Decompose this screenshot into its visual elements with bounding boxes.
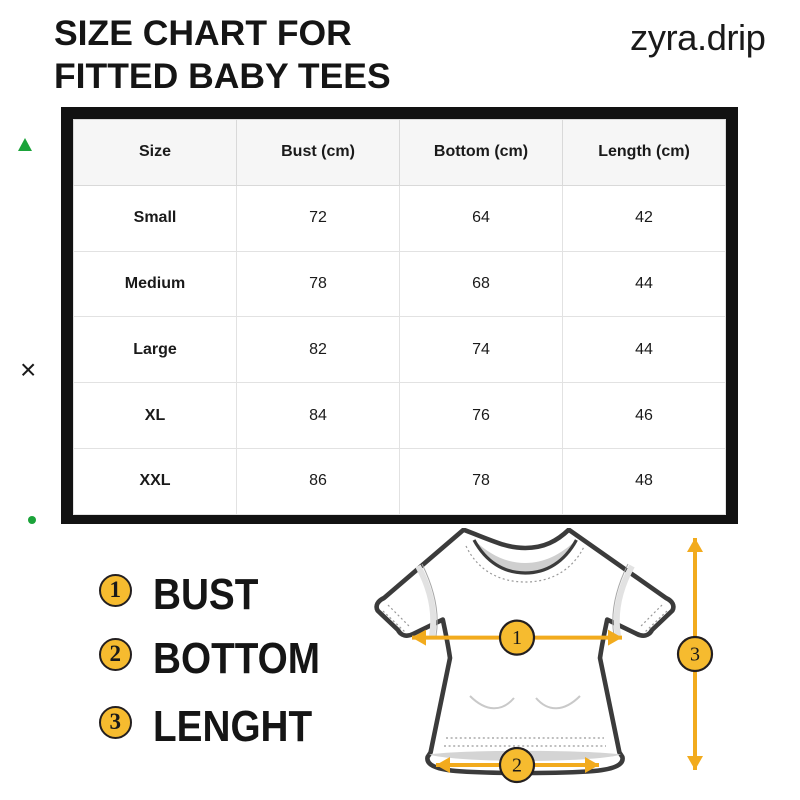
svg-text:2: 2 [512, 755, 522, 777]
svg-text:1: 1 [512, 627, 522, 649]
svg-text:3: 3 [690, 644, 700, 666]
